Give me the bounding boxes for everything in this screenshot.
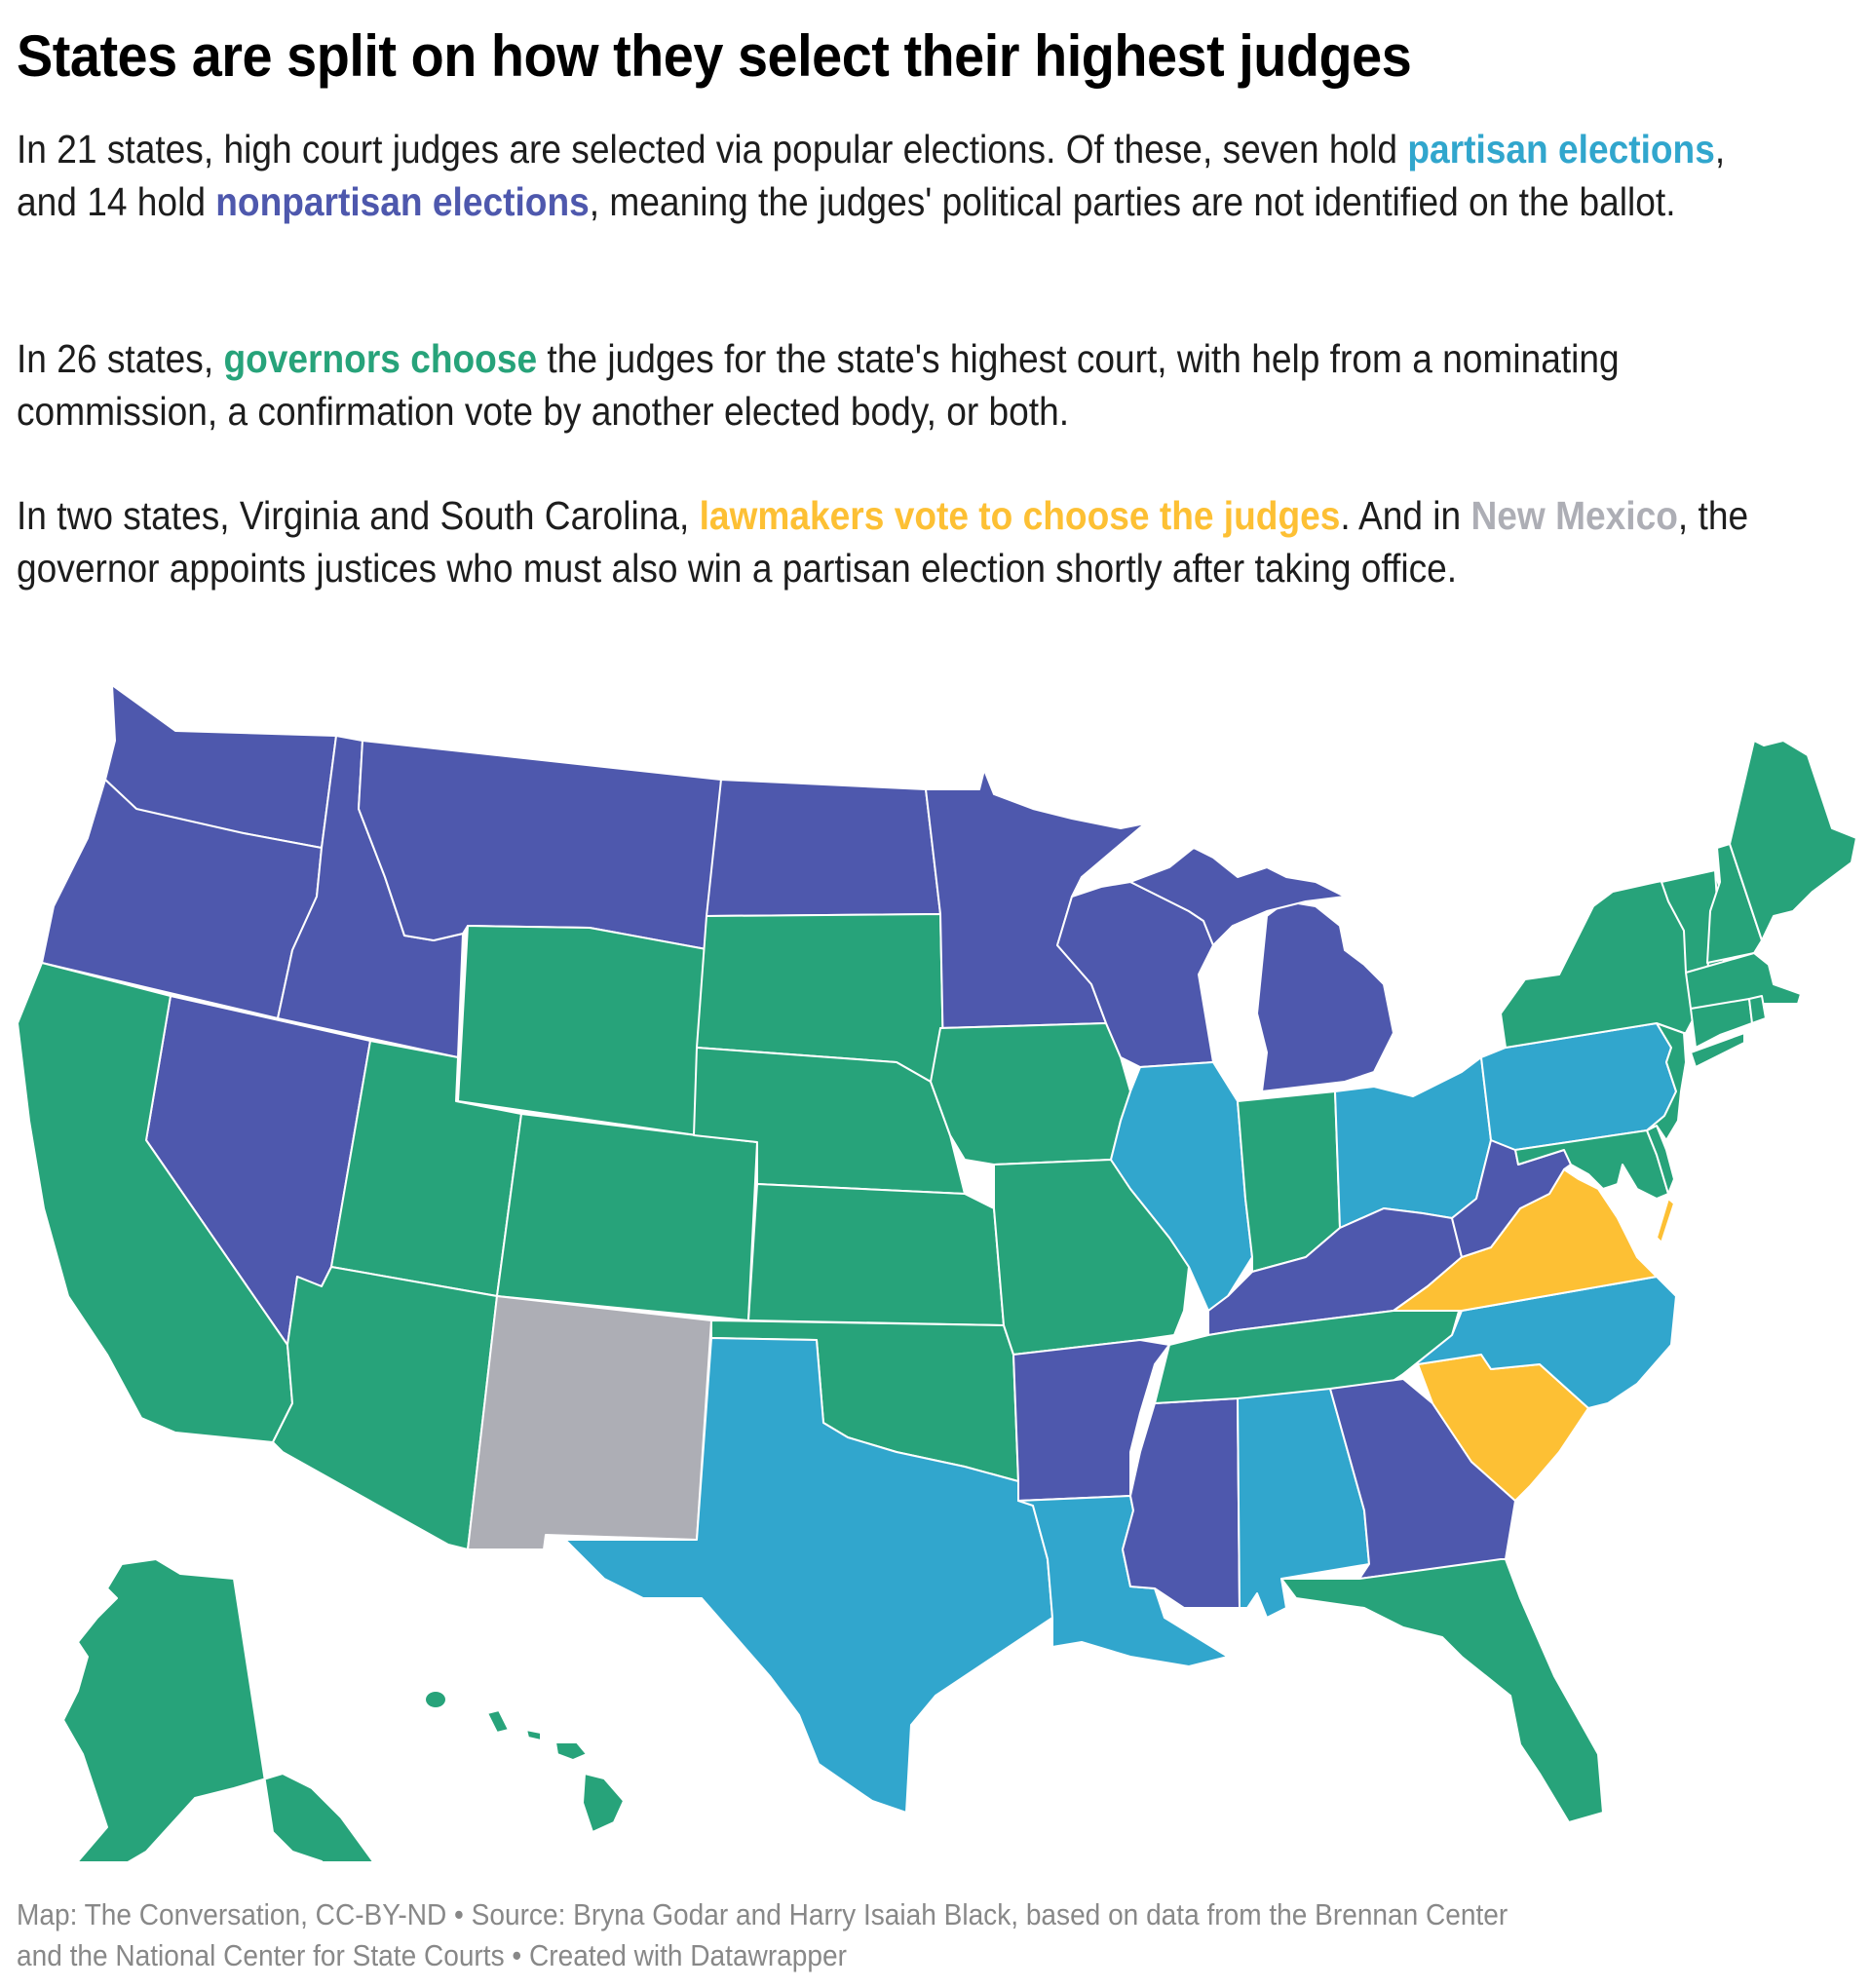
state-TX[interactable] xyxy=(564,1337,1053,1814)
state-MI-upper[interactable] xyxy=(1129,847,1346,946)
state-NY-long-island[interactable] xyxy=(1690,1032,1745,1068)
text: In two states, Virginia and South Caroli… xyxy=(17,493,700,538)
text: the judges for the state's highest court… xyxy=(17,336,1620,434)
state-GA[interactable] xyxy=(1329,1378,1516,1580)
state-FL[interactable] xyxy=(1280,1558,1604,1823)
state-WY[interactable] xyxy=(457,925,712,1136)
description-paragraph-lawmakers: In two states, Virginia and South Caroli… xyxy=(17,489,1780,594)
description-paragraph-elections: In 21 states, high court judges are sele… xyxy=(17,123,1780,228)
text: , and 14 hold xyxy=(17,127,1726,224)
state-NM[interactable] xyxy=(467,1295,712,1550)
state-ND[interactable] xyxy=(706,779,941,917)
text: In 21 states, high court judges are sele… xyxy=(17,127,1408,172)
description-paragraph-governors: In 26 states, governors choose the judge… xyxy=(17,332,1780,438)
highlight-partisan-elections: partisan elections xyxy=(1407,127,1715,172)
text: , meaning the judges' political parties … xyxy=(589,179,1676,224)
highlight-nonpartisan-elections: nonpartisan elections xyxy=(215,179,590,224)
state-MS[interactable] xyxy=(1122,1397,1241,1609)
state-OH[interactable] xyxy=(1334,1056,1492,1229)
state-IA[interactable] xyxy=(930,1022,1131,1166)
state-AK[interactable] xyxy=(29,1558,380,1861)
highlight-lawmakers-vote: lawmakers vote to choose the judges xyxy=(699,493,1341,538)
footer-line-2: and the National Center for State Courts… xyxy=(17,1938,847,1972)
state-AR[interactable] xyxy=(1012,1339,1170,1502)
highlight-governors-choose: governors choose xyxy=(223,336,538,381)
text: In 26 states, xyxy=(17,336,224,381)
state-AZ[interactable] xyxy=(272,1266,498,1550)
state-CA[interactable] xyxy=(17,962,293,1443)
highlight-new-mexico: New Mexico xyxy=(1470,493,1678,538)
text: , the governor appoints justices who mus… xyxy=(17,493,1749,591)
state-ME[interactable] xyxy=(1729,740,1857,941)
state-RI[interactable] xyxy=(1748,995,1767,1024)
state-VA-eastern-shore[interactable] xyxy=(1656,1198,1675,1243)
state-CT[interactable] xyxy=(1690,998,1753,1049)
text: . And in xyxy=(1340,493,1471,538)
footer-line-1: Map: The Conversation, CC-BY-ND • Source… xyxy=(17,1897,1508,1931)
state-KS[interactable] xyxy=(747,1183,1005,1326)
us-choropleth-map xyxy=(0,663,1871,1861)
chart-title: States are split on how they select thei… xyxy=(17,23,1412,89)
state-MT[interactable] xyxy=(358,740,722,951)
source-footer: Map: The Conversation, CC-BY-ND • Source… xyxy=(17,1894,1780,1976)
state-MI[interactable] xyxy=(1256,900,1394,1092)
state-HI[interactable] xyxy=(426,1692,625,1833)
state-CO[interactable] xyxy=(496,1113,758,1321)
state-NJ[interactable] xyxy=(1646,1022,1687,1141)
